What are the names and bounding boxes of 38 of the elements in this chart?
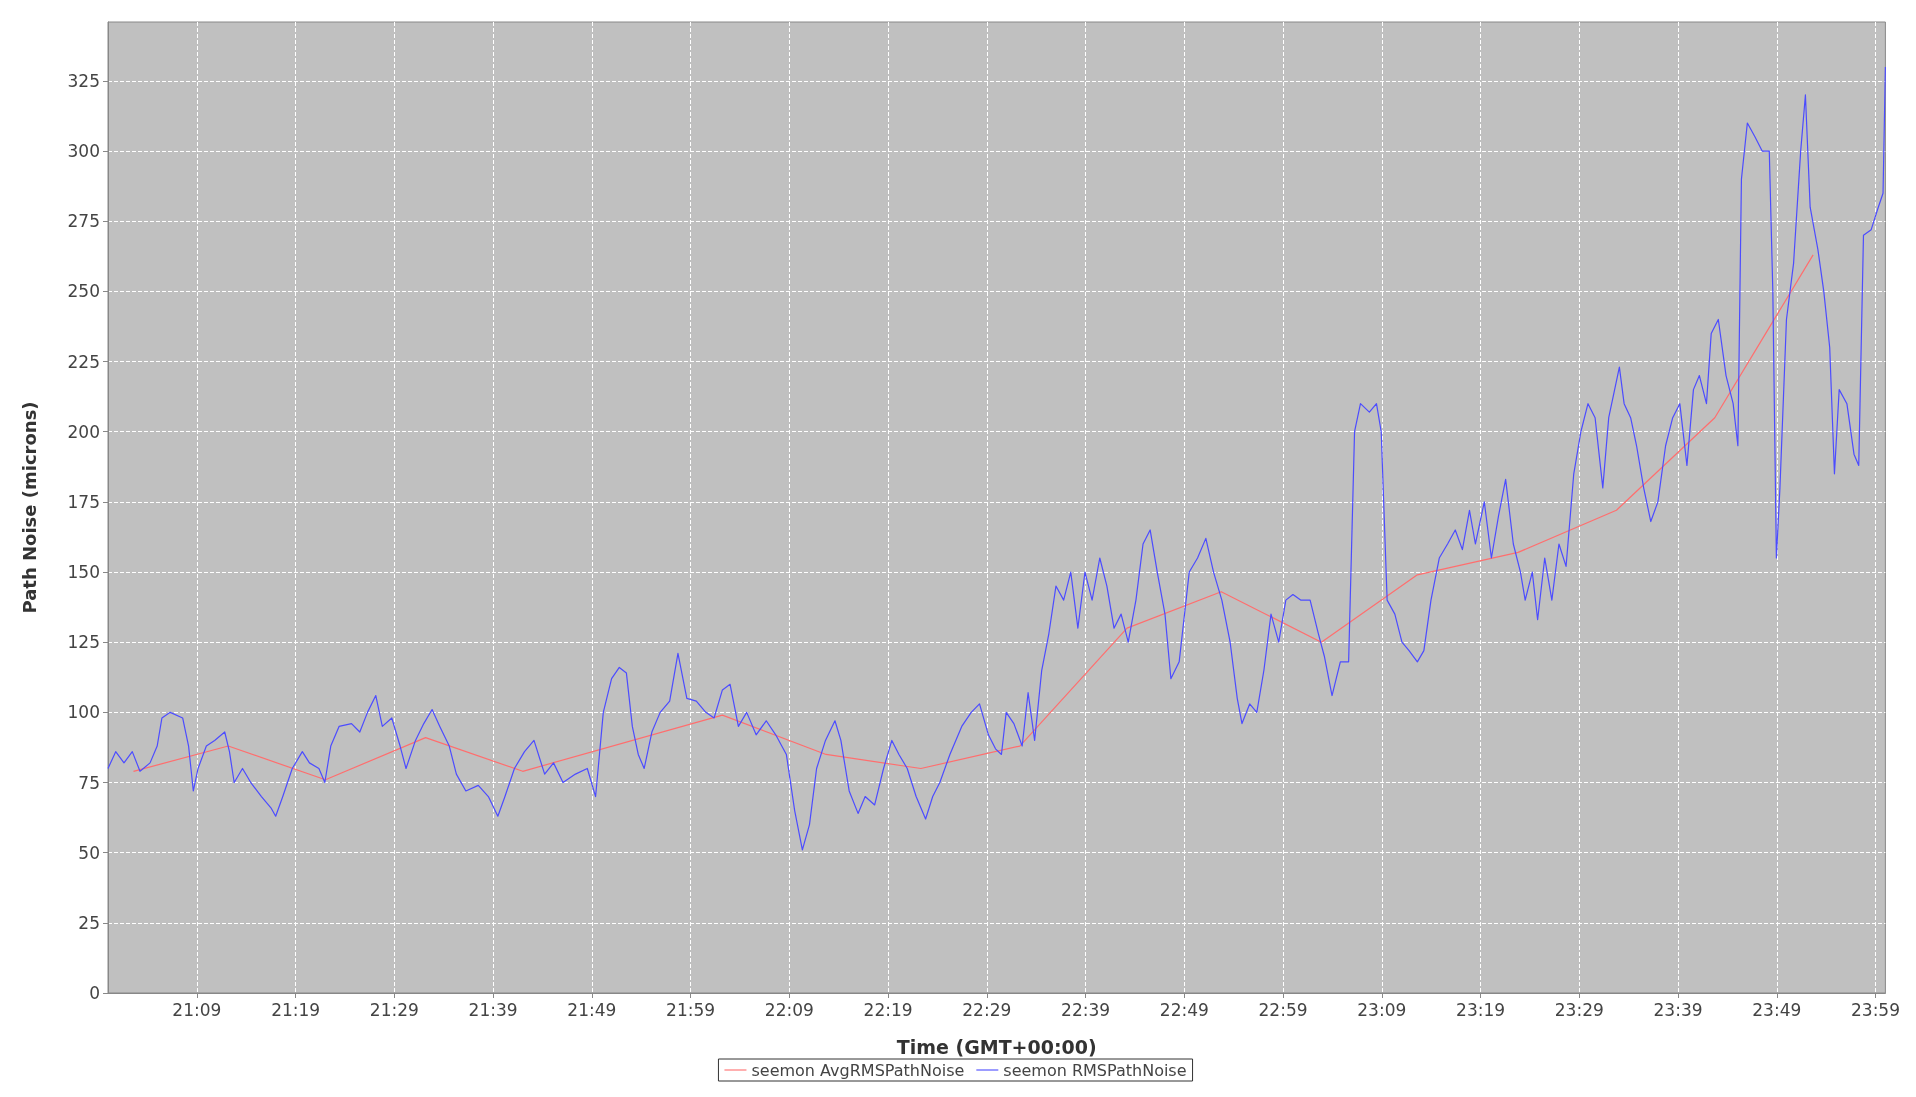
x-tick-label: 21:49 <box>567 999 617 1020</box>
x-tick-label: 21:19 <box>271 999 321 1020</box>
x-tick-label: 22:29 <box>962 999 1012 1020</box>
y-tick-label: 150 <box>67 562 100 583</box>
legend-label: seemon RMSPathNoise <box>1003 1060 1187 1080</box>
y-tick-label: 225 <box>67 351 100 372</box>
x-tick-label: 21:29 <box>369 999 419 1020</box>
x-tick-label: 22:19 <box>863 999 913 1020</box>
x-tick-label: 21:59 <box>666 999 716 1020</box>
x-tick-label: 22:09 <box>764 999 814 1020</box>
y-axis-title: Path Noise (microns) <box>18 401 40 614</box>
x-tick-label: 23:49 <box>1752 999 1802 1020</box>
y-tick-label: 50 <box>78 842 100 863</box>
y-tick-label: 75 <box>78 772 100 793</box>
x-tick-label: 23:39 <box>1653 999 1703 1020</box>
x-tick-label: 23:59 <box>1851 999 1900 1020</box>
line-series <box>132 254 1814 781</box>
x-tick-label: 21:39 <box>468 999 518 1020</box>
y-tick-label: 200 <box>67 421 100 442</box>
y-tick-label: 300 <box>67 141 100 162</box>
y-tick-label: 275 <box>67 211 100 232</box>
y-tick-label: 175 <box>67 491 100 512</box>
y-tick-label: 125 <box>67 632 100 653</box>
y-tick-label: 250 <box>67 281 100 302</box>
y-tick-label: 25 <box>78 912 100 933</box>
x-tick-label: 23:19 <box>1456 999 1506 1020</box>
y-tick-label: 100 <box>67 702 100 723</box>
x-tick-label: 22:39 <box>1061 999 1111 1020</box>
legend-label: seemon AvgRMSPathNoise <box>751 1060 965 1080</box>
x-tick-label: 23:29 <box>1554 999 1604 1020</box>
y-tick-label: 325 <box>67 70 100 91</box>
y-tick-label: 0 <box>89 983 100 1003</box>
x-tick-label: 21:09 <box>172 999 222 1020</box>
x-tick-label: 22:59 <box>1258 999 1308 1020</box>
x-tick-label: 22:49 <box>1159 999 1209 1020</box>
x-tick-label: 23:09 <box>1357 999 1407 1020</box>
x-axis-title: Time (GMT+00:00) <box>896 1035 1097 1058</box>
line-series <box>107 66 1886 851</box>
